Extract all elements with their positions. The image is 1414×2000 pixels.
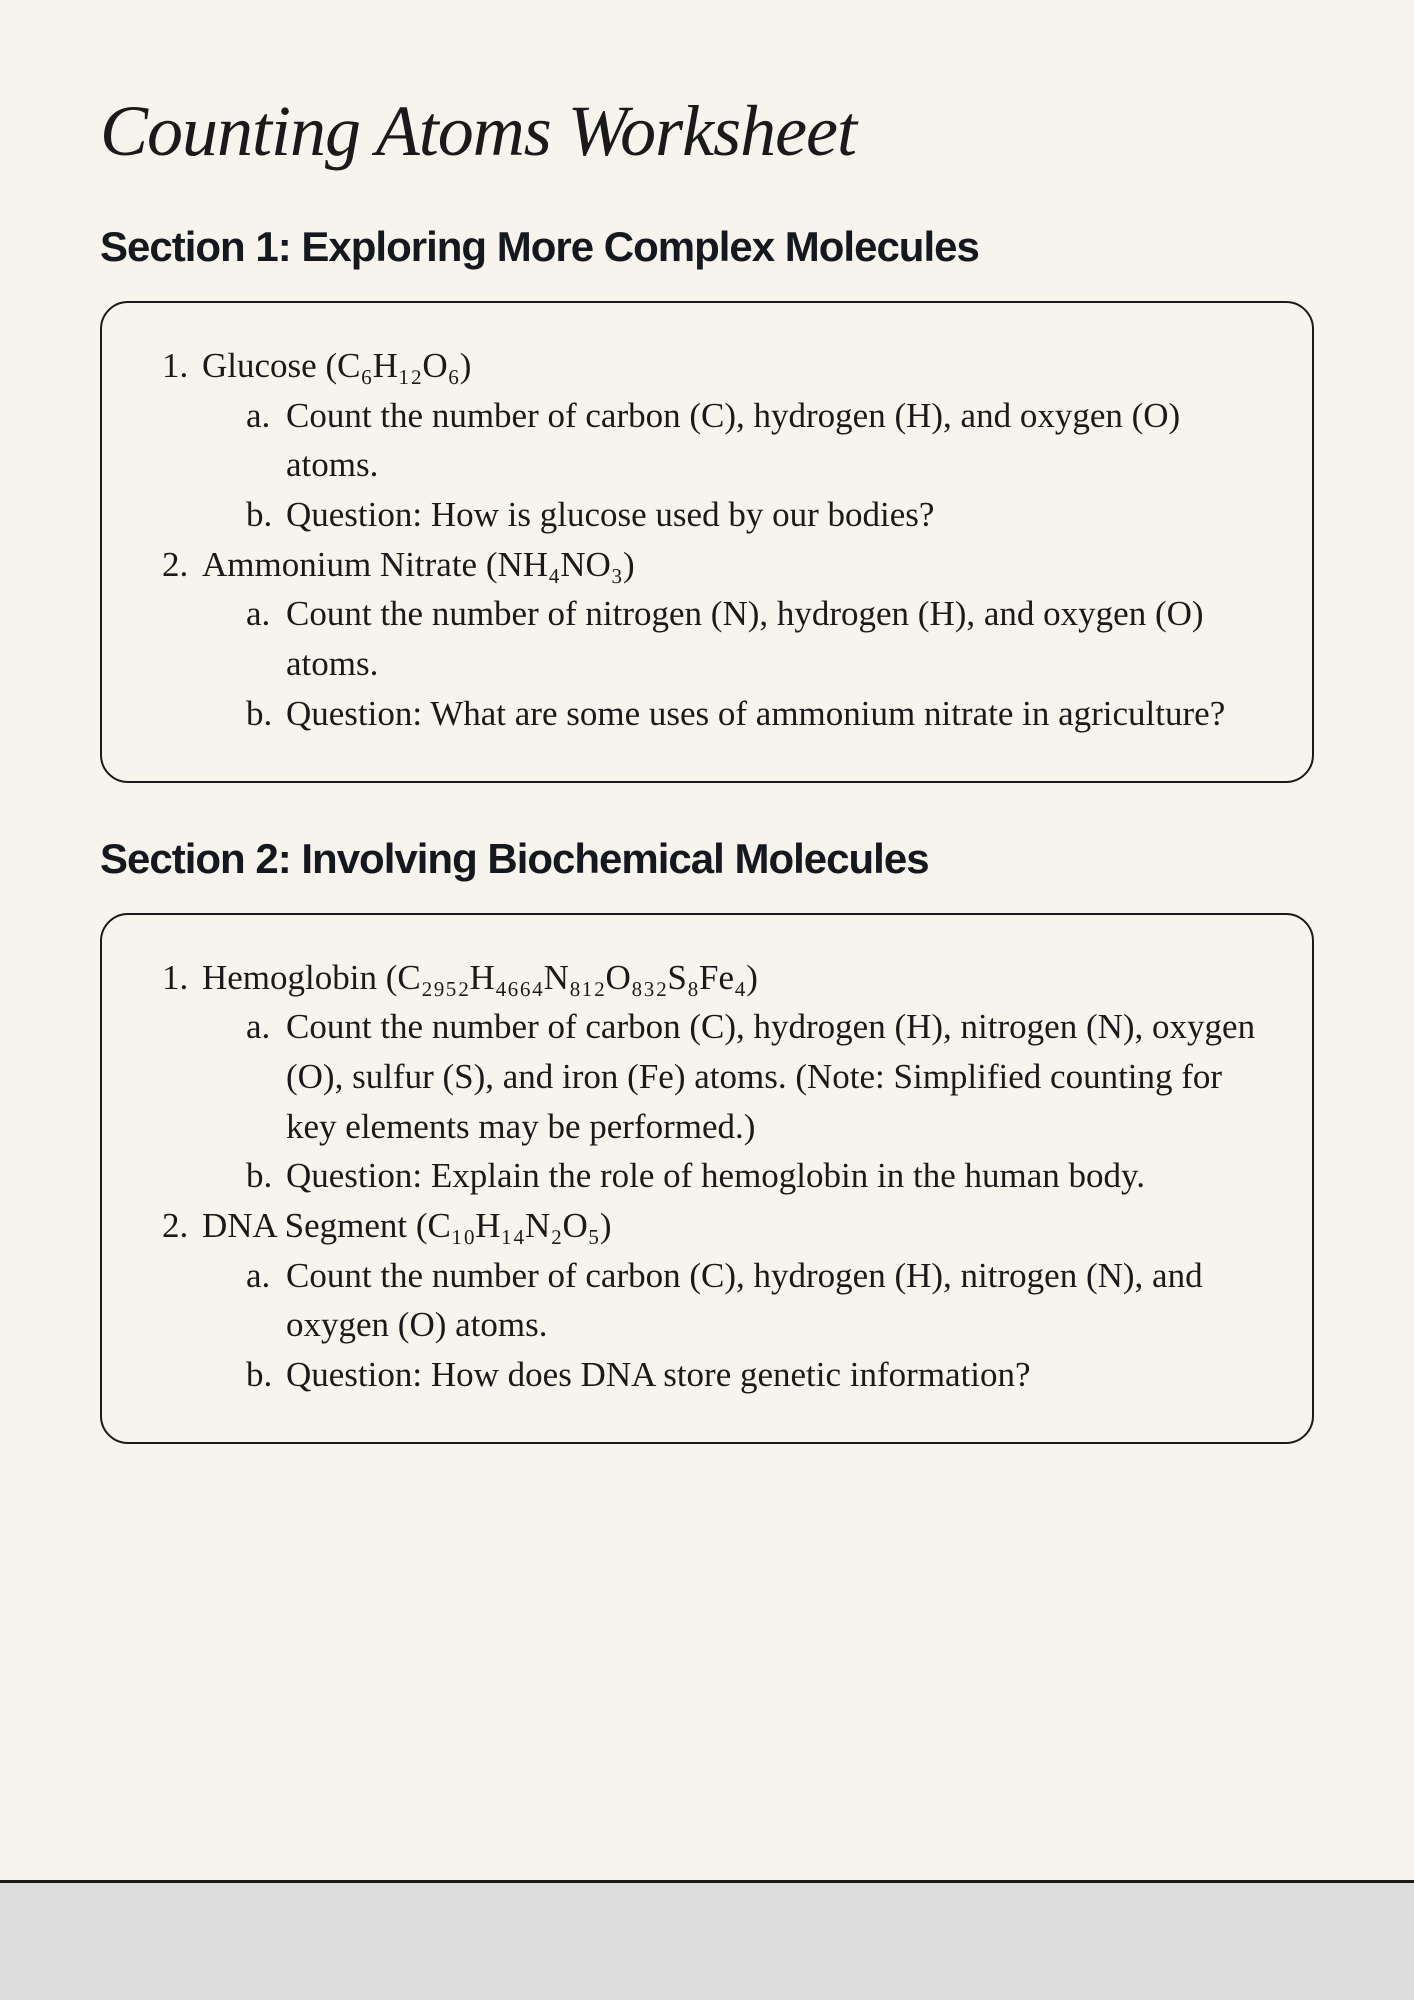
sub-text: Count the number of carbon (C), hydrogen… xyxy=(286,1251,1262,1350)
sub-text: Question: How is glucose used by our bod… xyxy=(286,490,1262,540)
section-heading: Section 1: Exploring More Complex Molecu… xyxy=(100,223,1314,271)
sub-text: Question: What are some uses of ammonium… xyxy=(286,689,1262,739)
section-box: 1. Glucose (C₆H₁₂O₆) a. Count the number… xyxy=(100,301,1314,783)
item-title: DNA Segment (C₁₀H₁₄N₂O₅) xyxy=(202,1201,1262,1251)
item-number: 1. xyxy=(162,953,202,1201)
sub-letter: b. xyxy=(246,1151,286,1201)
item-body: Ammonium Nitrate (NH₄NO₃) a. Count the n… xyxy=(202,540,1262,739)
item-title: Hemoglobin (C₂₉₅₂H₄₆₆₄N₈₁₂O₈₃₂S₈Fe₄) xyxy=(202,953,1262,1003)
sub-item: b. Question: How is glucose used by our … xyxy=(246,490,1262,540)
sub-text: Count the number of nitrogen (N), hydrog… xyxy=(286,589,1262,688)
list-item: 2. DNA Segment (C₁₀H₁₄N₂O₅) a. Count the… xyxy=(162,1201,1262,1400)
sub-item: a. Count the number of carbon (C), hydro… xyxy=(246,391,1262,490)
sub-item: a. Count the number of nitrogen (N), hyd… xyxy=(246,589,1262,688)
sub-letter: b. xyxy=(246,689,286,739)
footer-stripe xyxy=(0,1880,1414,2000)
item-title: Ammonium Nitrate (NH₄NO₃) xyxy=(202,540,1262,590)
sub-letter: a. xyxy=(246,589,286,688)
item-body: Glucose (C₆H₁₂O₆) a. Count the number of… xyxy=(202,341,1262,540)
worksheet-page: Counting Atoms Worksheet Section 1: Expl… xyxy=(0,0,1414,2000)
section-heading: Section 2: Involving Biochemical Molecul… xyxy=(100,835,1314,883)
sub-item: b. Question: Explain the role of hemoglo… xyxy=(246,1151,1262,1201)
item-number: 2. xyxy=(162,540,202,739)
item-body: Hemoglobin (C₂₉₅₂H₄₆₆₄N₈₁₂O₈₃₂S₈Fe₄) a. … xyxy=(202,953,1262,1201)
sub-text: Count the number of carbon (C), hydrogen… xyxy=(286,391,1262,490)
item-number: 2. xyxy=(162,1201,202,1400)
list-item: 1. Glucose (C₆H₁₂O₆) a. Count the number… xyxy=(162,341,1262,540)
item-number: 1. xyxy=(162,341,202,540)
page-title: Counting Atoms Worksheet xyxy=(100,90,1314,173)
sub-text: Question: How does DNA store genetic inf… xyxy=(286,1350,1262,1400)
list-item: 1. Hemoglobin (C₂₉₅₂H₄₆₆₄N₈₁₂O₈₃₂S₈Fe₄) … xyxy=(162,953,1262,1201)
sub-text: Question: Explain the role of hemoglobin… xyxy=(286,1151,1262,1201)
sub-letter: a. xyxy=(246,1251,286,1350)
sub-item: b. Question: What are some uses of ammon… xyxy=(246,689,1262,739)
sub-letter: b. xyxy=(246,1350,286,1400)
sub-list: a. Count the number of carbon (C), hydro… xyxy=(202,1251,1262,1400)
sub-item: b. Question: How does DNA store genetic … xyxy=(246,1350,1262,1400)
sub-list: a. Count the number of carbon (C), hydro… xyxy=(202,391,1262,540)
sub-letter: a. xyxy=(246,1002,286,1151)
sub-letter: a. xyxy=(246,391,286,490)
sub-list: a. Count the number of nitrogen (N), hyd… xyxy=(202,589,1262,738)
item-title: Glucose (C₆H₁₂O₆) xyxy=(202,341,1262,391)
item-body: DNA Segment (C₁₀H₁₄N₂O₅) a. Count the nu… xyxy=(202,1201,1262,1400)
list-item: 2. Ammonium Nitrate (NH₄NO₃) a. Count th… xyxy=(162,540,1262,739)
sub-item: a. Count the number of carbon (C), hydro… xyxy=(246,1002,1262,1151)
section-box: 1. Hemoglobin (C₂₉₅₂H₄₆₆₄N₈₁₂O₈₃₂S₈Fe₄) … xyxy=(100,913,1314,1444)
sub-item: a. Count the number of carbon (C), hydro… xyxy=(246,1251,1262,1350)
sub-text: Count the number of carbon (C), hydrogen… xyxy=(286,1002,1262,1151)
sub-list: a. Count the number of carbon (C), hydro… xyxy=(202,1002,1262,1201)
sub-letter: b. xyxy=(246,490,286,540)
